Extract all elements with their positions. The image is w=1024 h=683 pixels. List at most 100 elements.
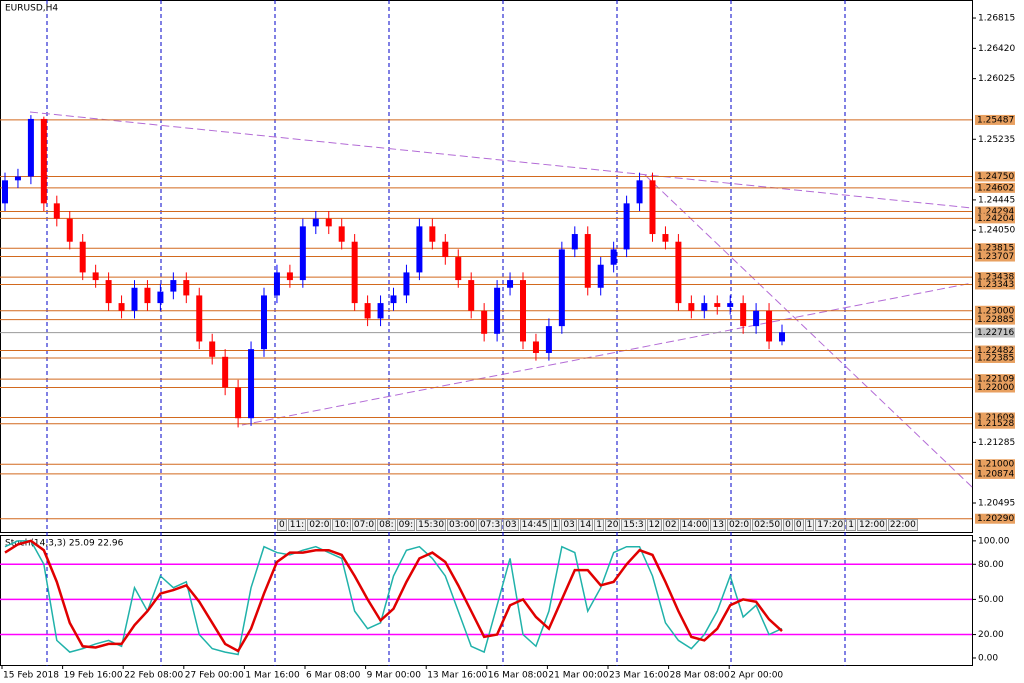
candle-body xyxy=(766,310,773,342)
candle-body xyxy=(92,272,99,281)
level-label: 1.22000 xyxy=(977,383,1014,393)
time-label: 02:0 xyxy=(726,519,752,531)
level-label-bg xyxy=(975,382,1015,393)
candle-body xyxy=(740,303,747,327)
time-strip: 0 11: 02:0 10: 07:0 08: 09: 15:30 03:00 07:3 03 14:… xyxy=(277,519,918,531)
level-label-bg xyxy=(975,345,1015,356)
candle-body xyxy=(649,180,656,235)
level-label-bg xyxy=(975,114,1015,125)
time-label: 03 xyxy=(503,519,519,531)
candle-body xyxy=(727,303,734,307)
candle-body xyxy=(455,257,462,281)
x-tick-label: 9 Mar 00:00 xyxy=(367,671,422,681)
candle-body xyxy=(390,295,397,304)
level-label: 1.24750 xyxy=(977,172,1014,182)
candle-body xyxy=(235,387,242,419)
level-label: 1.22482 xyxy=(977,346,1014,356)
trend-lines xyxy=(29,111,973,488)
level-label: 1.23707 xyxy=(977,252,1014,262)
candle-body xyxy=(14,176,21,181)
level-label: 1.22109 xyxy=(977,375,1014,385)
candle-body xyxy=(105,280,112,304)
candle-body xyxy=(131,287,138,311)
level-label-bg xyxy=(975,352,1015,363)
time-label: 1 xyxy=(550,519,561,531)
time-label: 12 xyxy=(646,519,663,531)
candle-body xyxy=(299,226,306,281)
stoch-pane xyxy=(0,535,973,666)
candle-body xyxy=(429,226,436,242)
candle-body xyxy=(558,249,565,327)
x-tick-label: 2 Apr 00:00 xyxy=(730,671,783,681)
level-label-bg xyxy=(975,513,1015,524)
time-label: 08: xyxy=(377,519,396,531)
candle-body xyxy=(248,349,255,419)
time-label: 10: xyxy=(332,519,351,531)
y-tick-label: 1.26420 xyxy=(978,44,1015,54)
time-label: 14:45 xyxy=(519,519,550,531)
x-tick-label: 1 Mar 16:00 xyxy=(245,671,300,681)
candle-body xyxy=(144,287,151,304)
x-tick-label: 27 Feb 00:00 xyxy=(185,671,244,681)
candle-body xyxy=(584,234,591,288)
candle-body xyxy=(481,310,488,334)
x-tick-label: 16 Mar 08:00 xyxy=(488,671,548,681)
time-label: 07:3 xyxy=(477,519,503,531)
time-label: 1 xyxy=(804,519,815,531)
time-label: 02:50 xyxy=(752,519,783,531)
y-tick-label: 100.00 xyxy=(978,536,1010,546)
candle-body xyxy=(377,303,384,319)
main-pane xyxy=(0,0,973,533)
time-label: 1 xyxy=(594,519,604,531)
candle-body xyxy=(610,249,617,265)
time-label: 0 xyxy=(277,519,287,531)
y-tick-label: 1.24445 xyxy=(978,195,1015,205)
time-label: 1 xyxy=(846,519,856,531)
level-label: 1.23343 xyxy=(977,280,1014,290)
level-label: 1.23815 xyxy=(977,244,1014,254)
level-label-bg xyxy=(975,251,1015,262)
level-label: 1.21528 xyxy=(977,419,1014,429)
time-label: 14 xyxy=(577,519,594,531)
candle-body xyxy=(494,287,501,334)
y-tick-label: 0.00 xyxy=(978,653,998,663)
level-label-bg xyxy=(975,171,1015,182)
candle-body xyxy=(27,118,34,177)
candle-body xyxy=(2,180,8,204)
candle-body xyxy=(273,272,280,296)
y-tick-label: 1.26815 xyxy=(978,14,1015,24)
level-label: 1.23438 xyxy=(977,273,1014,283)
time-label: 17:20 xyxy=(815,519,846,531)
level-label-bg xyxy=(975,314,1015,325)
y-tick-label: 1.24050 xyxy=(978,226,1015,236)
candle-body xyxy=(196,295,203,342)
candle-body xyxy=(364,303,371,319)
candle-body xyxy=(636,180,643,204)
time-label: 14:00 xyxy=(679,519,710,531)
level-label-bg xyxy=(975,243,1015,254)
level-label-bg xyxy=(975,182,1015,193)
candle-body xyxy=(40,118,47,204)
level-label-bg xyxy=(975,305,1015,316)
level-label-bg xyxy=(975,206,1015,217)
level-label: 1.20874 xyxy=(977,469,1014,479)
candle-body xyxy=(286,272,293,281)
x-tick-label: 22 Feb 08:00 xyxy=(124,671,183,681)
candle-body xyxy=(701,303,708,311)
level-label-bg xyxy=(975,459,1015,470)
level-label: 1.24602 xyxy=(977,183,1014,193)
candle-body xyxy=(571,234,578,250)
level-label: 1.20290 xyxy=(977,514,1014,524)
x-tick-label: 15 Feb 2018 xyxy=(3,671,59,681)
candle-body xyxy=(66,218,73,242)
candle-body xyxy=(753,310,760,327)
candle-body xyxy=(468,280,475,311)
candle-body xyxy=(403,272,410,296)
chart-title: EURUSD,H4 xyxy=(5,4,58,14)
y-tick-label: 80.00 xyxy=(978,560,1004,570)
level-label-bg xyxy=(975,213,1015,224)
candle-body xyxy=(520,280,526,342)
